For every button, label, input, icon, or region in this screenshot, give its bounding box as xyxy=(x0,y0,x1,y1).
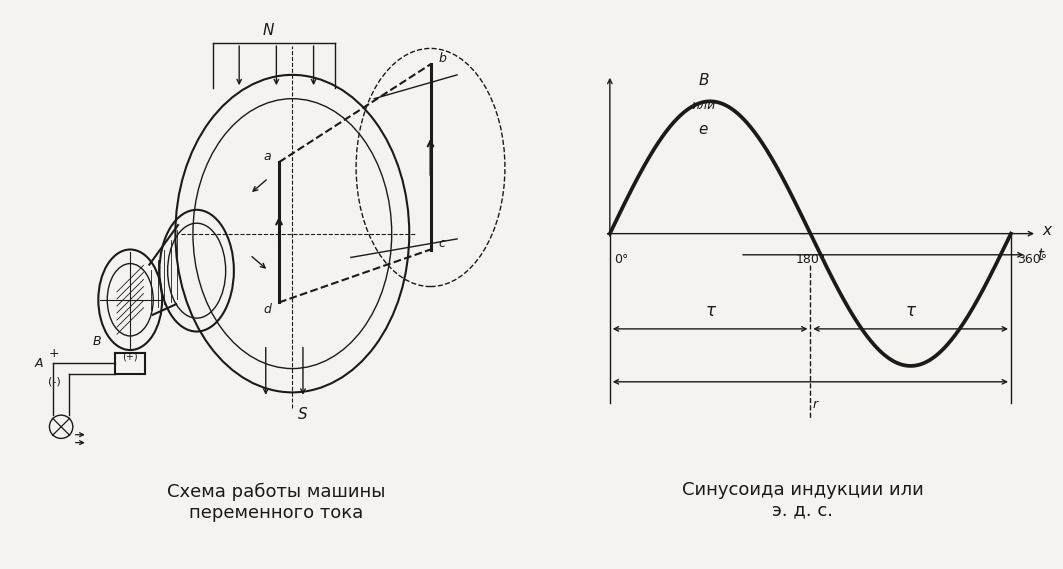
Text: B: B xyxy=(94,335,102,348)
Text: $e$: $e$ xyxy=(698,122,709,137)
Text: $x$: $x$ xyxy=(1042,224,1053,238)
Text: 180°: 180° xyxy=(795,253,826,266)
Text: A: A xyxy=(35,357,43,370)
Text: r: r xyxy=(813,398,819,411)
Text: $t$: $t$ xyxy=(1037,247,1045,263)
Text: $B$: $B$ xyxy=(697,72,709,88)
Text: N: N xyxy=(263,23,274,38)
Text: 360°: 360° xyxy=(1017,253,1047,266)
Text: +: + xyxy=(49,347,60,360)
Text: или: или xyxy=(691,99,715,112)
Text: c: c xyxy=(439,237,445,250)
Text: (+): (+) xyxy=(122,351,138,361)
Text: Схема работы машины
переменного тока: Схема работы машины переменного тока xyxy=(167,483,386,522)
Text: S: S xyxy=(298,407,308,422)
Text: d: d xyxy=(264,303,271,316)
Text: (-): (-) xyxy=(48,377,61,386)
Text: Синусоида индукции или
э. д. с.: Синусоида индукции или э. д. с. xyxy=(681,481,924,519)
Text: b: b xyxy=(439,52,446,65)
Text: a: a xyxy=(264,150,271,163)
Text: τ: τ xyxy=(906,302,915,320)
Text: 0°: 0° xyxy=(614,253,628,266)
Text: τ: τ xyxy=(705,302,715,320)
